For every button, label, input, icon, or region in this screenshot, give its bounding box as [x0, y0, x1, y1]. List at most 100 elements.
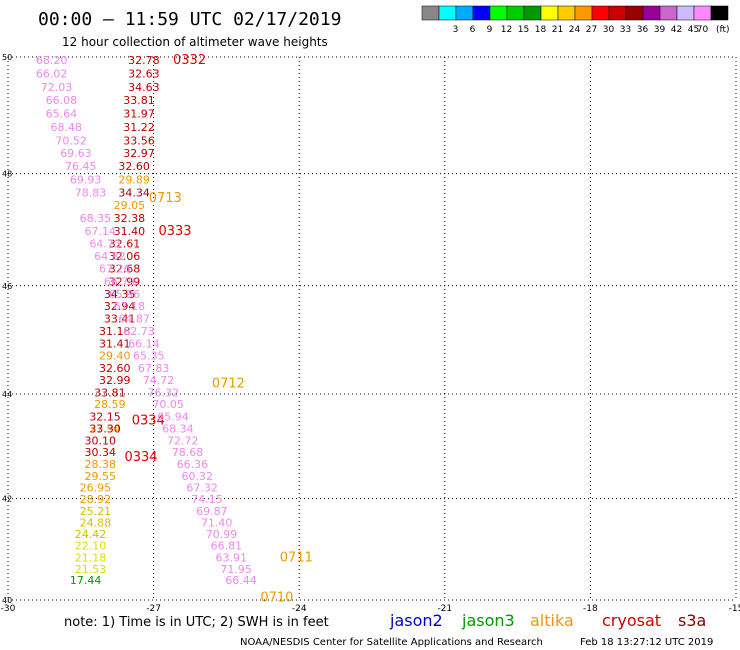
wave-height-value: 33.41 [104, 313, 136, 326]
wave-height-value: 72.03 [41, 81, 73, 94]
wave-height-value: 32.15 [89, 410, 121, 423]
wave-height-value: 70.99 [206, 528, 238, 541]
wave-height-value: 32.68 [109, 263, 141, 276]
wave-height-value: 31.18 [99, 325, 131, 338]
wave-height-value: 32.61 [109, 238, 141, 251]
wave-height-value: 67.32 [186, 481, 218, 494]
colorbar-swatch [421, 5, 440, 21]
colorbar-swatch [591, 5, 610, 21]
wave-height-value: 64.82 [94, 250, 126, 263]
wave-height-value: 25.21 [80, 505, 112, 518]
wave-height-value: 33.56 [123, 134, 155, 147]
wave-height-value: 69.87 [196, 505, 228, 518]
colorbar-swatch [642, 5, 661, 21]
colorbar-tick-label: 21 [552, 25, 563, 35]
wave-height-value: 65.96 [109, 288, 141, 301]
footer-note: note: 1) Time is in UTC; 2) SWH is in fe… [64, 615, 329, 630]
wave-height-value: 29.55 [84, 470, 116, 483]
wave-height-value: 78.83 [75, 186, 107, 199]
pass-time-label: 0334 [124, 450, 157, 465]
wave-height-value: 72.72 [167, 434, 199, 447]
colorbar-swatch [659, 5, 678, 21]
pass-time-label: 0333 [158, 224, 191, 239]
wave-height-value: 32.60 [99, 362, 131, 375]
colorbar-swatch [489, 5, 508, 21]
wave-height-value: 68.34 [162, 422, 194, 435]
wave-height-value: 32.78 [128, 54, 160, 67]
wave-height-value: 71.40 [201, 517, 233, 530]
wave-height-value: 66.44 [225, 574, 257, 587]
wave-height-value: 68.35 [80, 212, 112, 225]
track-altika-0713: 0713 [149, 191, 182, 206]
wave-height-value: 66.36 [177, 458, 209, 471]
wave-height-value: 32.97 [123, 147, 155, 160]
pass-time-label: 0713 [149, 191, 182, 206]
track-altika-0711: 0711 [280, 550, 313, 565]
wave-height-value: 66.02 [36, 68, 68, 81]
satellite-legend-cryosat: cryosat [602, 611, 661, 630]
lon-tick-label: -27 [146, 604, 161, 614]
wave-height-value: 29.40 [99, 349, 131, 362]
wave-height-value: 65.35 [133, 349, 165, 362]
track-cryosat-0332: 32.7832.6334.6333.8131.9731.2233.5632.97… [114, 53, 207, 212]
wave-height-value: 33.81 [94, 386, 126, 399]
wave-height-value: 27.94 [89, 422, 121, 435]
wave-height-value: 31.97 [123, 108, 155, 121]
lat-tick-label: 46 [2, 282, 12, 291]
colorbar-swatch [676, 5, 695, 21]
colorbar-tick-label: 45 [688, 25, 699, 35]
lon-tick-label: -18 [583, 604, 598, 614]
lon-tick-label: -21 [437, 604, 452, 614]
wave-height-value: 66.79 [104, 275, 136, 288]
colorbar-tick-label: 6 [470, 25, 476, 35]
wave-height-value: 29.89 [118, 173, 150, 186]
colorbar-swatch [557, 5, 576, 21]
colorbar-tick-label: 70 [697, 25, 709, 35]
wave-height-value: 32.99 [109, 275, 141, 288]
wave-height-value: 67.14 [84, 225, 116, 238]
wave-height-value: 31.41 [99, 338, 131, 351]
colorbar-swatch [710, 5, 729, 21]
wave-height-value: 30.10 [84, 434, 116, 447]
wave-height-value: 22.10 [75, 540, 107, 553]
wave-height-value: 32.94 [104, 300, 136, 313]
pass-time-label: 0710 [260, 591, 293, 606]
track-cryosat-0333: 32.3831.4032.6132.0632.6832.9934.3532.94… [94, 212, 191, 400]
page-subtitle: 12 hour collection of altimeter wave hei… [62, 35, 328, 49]
wave-height-value: 66.08 [46, 94, 78, 107]
wave-height-value: 64.87 [118, 313, 150, 326]
pass-time-label: 0332 [173, 53, 206, 68]
wave-height-value: 69.93 [70, 173, 102, 186]
lat-lon-grid [7, 56, 737, 601]
colorbar-tick-label: 33 [620, 25, 631, 35]
colorbar-swatch [438, 5, 457, 21]
wave-height-value: 62.73 [123, 325, 155, 338]
colorbar-swatch [455, 5, 474, 21]
pass-time-label: 0712 [212, 376, 245, 391]
wave-height-value: 31.22 [123, 121, 155, 134]
colorbar-swatch [540, 5, 559, 21]
wave-height-value: 34.34 [118, 186, 150, 199]
wave-height-value: 68.20 [36, 54, 68, 67]
wave-height-value: 31.40 [114, 225, 146, 238]
satellite-legend-jason3: jason3 [461, 611, 515, 630]
wave-height-value: 29.05 [114, 199, 146, 212]
satellite-tracks: 32.7832.6334.6333.8131.9731.2233.5632.97… [36, 53, 313, 606]
wave-height-value: 33.81 [123, 94, 155, 107]
wave-height-value: 67.26 [99, 263, 131, 276]
colorbar-swatch [574, 5, 593, 21]
lon-tick-label: -30 [1, 604, 16, 614]
wave-height-value: 24.88 [80, 517, 112, 530]
wave-height-value: 66.14 [128, 338, 160, 351]
axis-ticks: -30 -27 -24 -21 -18 -15 50 48 46 44 42 40 [1, 53, 740, 614]
colorbar-tick-label: 30 [603, 25, 615, 35]
colorbar-swatch [506, 5, 525, 21]
colorbar-tick-label: 27 [586, 25, 597, 35]
colorbar-tick-label: 39 [654, 25, 666, 35]
wave-height-value: 60.32 [182, 470, 214, 483]
wave-height-value: 69.63 [60, 147, 92, 160]
wave-height-value: 28.38 [84, 458, 116, 471]
